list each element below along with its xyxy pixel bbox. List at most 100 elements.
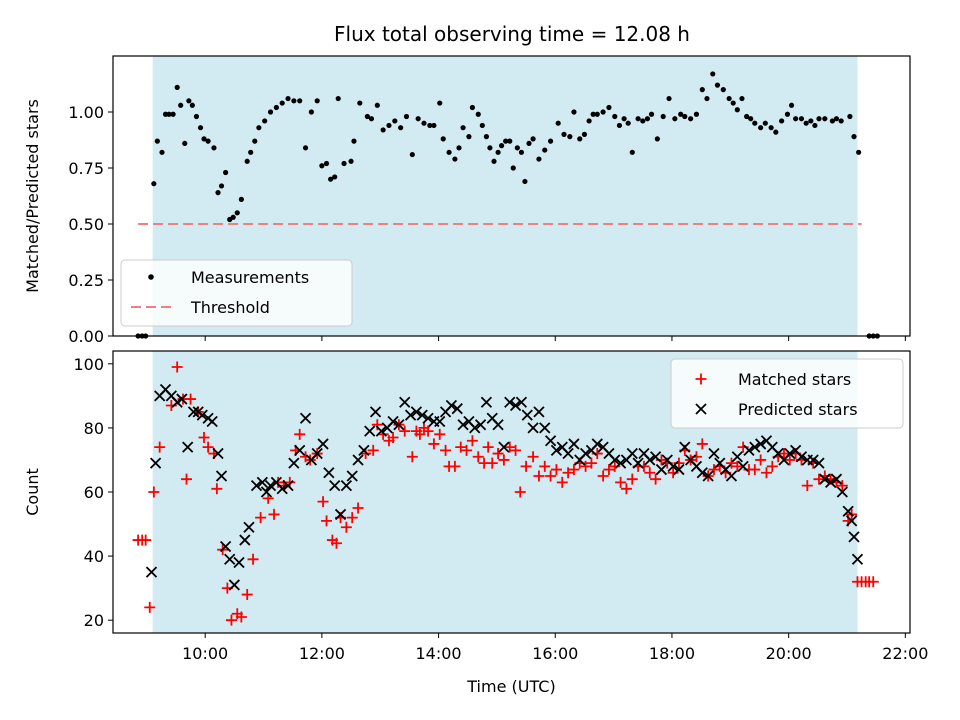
measurement-point (460, 125, 466, 131)
measurement-point (635, 116, 641, 122)
predicted-point (795, 451, 808, 463)
predicted-point (206, 415, 218, 428)
matched-point (650, 473, 662, 485)
predicted-point (708, 447, 720, 460)
measurement-point (812, 122, 818, 129)
predicted-point (813, 457, 825, 469)
predicted-point (364, 425, 376, 437)
measurement-point (487, 145, 493, 151)
predicted-point (469, 422, 481, 434)
measurement-point (829, 118, 836, 124)
matched-point (387, 432, 399, 444)
predicted-point (591, 438, 603, 450)
measurement-point (166, 111, 172, 117)
predicted-point (550, 444, 563, 456)
matched-point (545, 470, 557, 482)
measurement-point (351, 138, 357, 144)
predicted-point (731, 451, 743, 463)
predicted-point (737, 460, 749, 473)
matched-point (784, 454, 796, 466)
measurement-point (279, 100, 285, 106)
predicted-point (498, 441, 510, 453)
predicted-point (346, 470, 358, 482)
matched-point (562, 467, 574, 479)
predicted-point (228, 579, 240, 591)
matched-point (367, 444, 379, 456)
measurement-point (498, 143, 505, 149)
matched-point (422, 425, 434, 437)
measurement-point (456, 145, 462, 151)
predicted-point (679, 441, 691, 453)
matched-point (330, 537, 342, 549)
predicted-point (334, 508, 347, 521)
measurement-point (357, 100, 363, 106)
matched-point (597, 470, 609, 482)
predicted-point (329, 479, 341, 492)
predicted-point (399, 396, 411, 408)
measurement-point (773, 129, 779, 135)
matched-point (836, 480, 848, 492)
predicted-point (702, 470, 714, 482)
measurement-point (704, 95, 710, 102)
measurement-point (479, 122, 485, 129)
top-ytick-label: 0.25 (68, 271, 104, 290)
top-axes-frame (112, 55, 911, 337)
matched-point (766, 460, 778, 472)
top-ytick-label: 0.00 (68, 327, 104, 346)
measurement-point (291, 98, 297, 104)
matched-point (492, 448, 504, 460)
predicted-point (410, 406, 423, 418)
predicted-point (375, 425, 388, 437)
measurement-point (174, 84, 180, 90)
matched-point (449, 460, 461, 472)
top-panel: 0.00 0.25 0.50 0.75 1.00 Matched/Predicted st… (23, 55, 911, 346)
predicted-point (533, 406, 545, 418)
measurement-point (621, 116, 627, 122)
predicted-point (387, 415, 399, 428)
matched-point (268, 508, 280, 520)
predicted-point (250, 479, 263, 492)
measurement-point (660, 113, 666, 120)
matched-point (533, 470, 545, 482)
matched-point (482, 441, 494, 453)
measurement-point (297, 98, 303, 104)
measurement-point (522, 178, 528, 185)
matched-point (696, 438, 708, 450)
matched-point (255, 512, 267, 524)
measurement-point (526, 140, 532, 146)
predicted-point (830, 473, 843, 485)
measurement-point (415, 116, 421, 122)
measurement-point (201, 136, 207, 142)
measurement-point (244, 158, 250, 164)
measurement-point (483, 134, 490, 140)
measurement-point (421, 120, 427, 126)
predicted-point (264, 479, 277, 492)
legend-predicted-marker (695, 403, 707, 415)
matched-point (486, 457, 498, 469)
measurement-point (625, 120, 631, 126)
matched-point (284, 476, 296, 488)
measurement-point (693, 111, 700, 117)
predicted-point (422, 412, 434, 424)
measurement-point (154, 138, 160, 144)
measurement-point (348, 158, 354, 164)
matched-point (749, 464, 761, 476)
matched-point (154, 441, 166, 453)
measurement-point (262, 118, 268, 124)
measurement-point (606, 104, 612, 111)
matched-point (247, 553, 259, 565)
measurement-point (452, 156, 458, 162)
measurement-point (784, 111, 791, 117)
measurement-point (491, 158, 497, 164)
predicted-point (846, 515, 858, 527)
predicted-point (317, 438, 329, 450)
measurement-point (205, 138, 211, 144)
predicted-point (673, 463, 685, 476)
predicted-point (176, 393, 188, 405)
predicted-point (527, 422, 539, 434)
measurement-point (475, 111, 481, 117)
measurement-point (803, 120, 809, 126)
legend-measurements-label: Measurements (191, 268, 309, 287)
predicted-point (743, 444, 755, 456)
measurement-point (189, 102, 195, 108)
